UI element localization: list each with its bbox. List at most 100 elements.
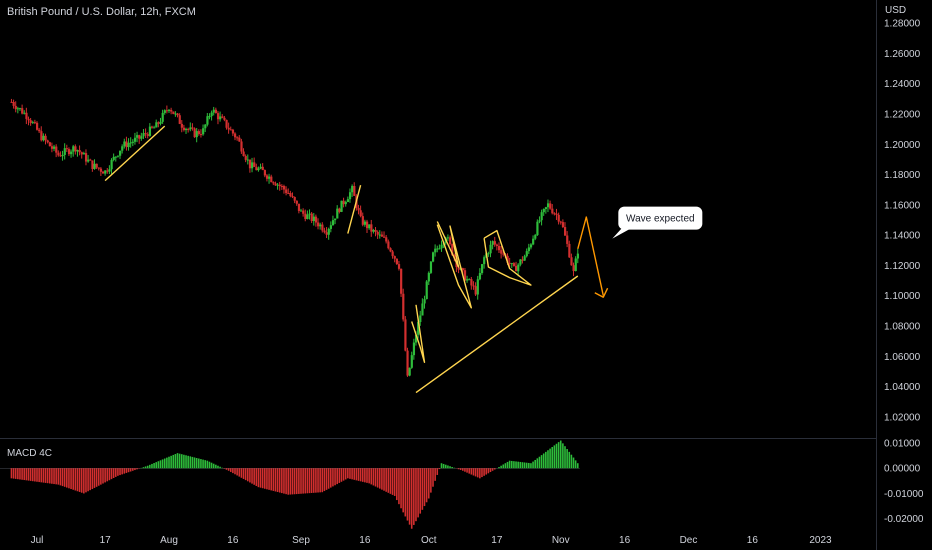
indicator-tick-label: -0.01000 — [884, 489, 924, 500]
candle-body — [472, 285, 475, 287]
candle-body — [483, 257, 486, 265]
candle-body — [493, 241, 496, 245]
candle-body — [310, 213, 313, 222]
candle-body — [114, 156, 117, 158]
callout-pointer — [612, 227, 633, 239]
candle-body — [238, 137, 241, 142]
candle-body — [302, 210, 305, 214]
indicator-title: MACD 4C — [7, 448, 52, 459]
candle-body — [470, 279, 473, 286]
candle-body — [148, 126, 152, 136]
price-tick-label: 1.24000 — [884, 79, 921, 90]
indicator-tick-label: 0.00000 — [884, 464, 921, 475]
candle-body — [144, 133, 147, 135]
chart-title: British Pound / U.S. Dollar, 12h, FXCM — [7, 6, 196, 18]
candle-body — [423, 299, 426, 304]
candle-body — [500, 250, 503, 254]
candle-body — [549, 203, 552, 209]
candle-body — [231, 129, 235, 134]
candle-body — [33, 122, 37, 124]
candle-body — [91, 160, 94, 169]
candle-body — [336, 208, 339, 219]
candle-body — [385, 237, 388, 242]
candle-body — [440, 244, 443, 249]
candle-body — [121, 146, 124, 151]
price-tick-label: 1.12000 — [884, 261, 921, 272]
candle-body — [223, 117, 226, 120]
candle-body — [84, 153, 88, 162]
candle-body — [289, 193, 292, 197]
candle-body — [125, 141, 128, 148]
time-tick-label: Aug — [160, 535, 178, 546]
candle-body — [414, 334, 418, 343]
time-tick-label: Dec — [680, 535, 698, 546]
candle-body — [525, 251, 528, 257]
candle-body — [304, 213, 307, 219]
candle-body — [412, 342, 416, 356]
pattern-line — [411, 304, 426, 363]
candle-body — [357, 207, 360, 211]
candle-body — [214, 109, 218, 114]
candle-body — [368, 224, 371, 229]
time-tick-label: Sep — [292, 535, 310, 546]
candle-body — [495, 244, 499, 246]
candle-body — [387, 241, 390, 249]
time-tick-label: 16 — [227, 535, 239, 546]
candle-body — [197, 131, 201, 135]
price-tick-label: 1.14000 — [884, 231, 921, 242]
candle-body — [468, 279, 471, 281]
candle-body — [274, 183, 277, 186]
candle-body — [557, 214, 560, 222]
candle-body — [404, 319, 407, 351]
candle-body — [446, 237, 450, 239]
candle-body — [331, 220, 335, 226]
price-tick-label: 1.20000 — [884, 140, 921, 151]
candle-body — [210, 112, 213, 117]
candle-body — [406, 350, 409, 376]
price-tick-label: 1.02000 — [884, 412, 921, 423]
candle-body — [489, 244, 492, 254]
candle-body — [498, 245, 501, 251]
candle-body — [361, 216, 364, 225]
candle-body — [329, 225, 333, 229]
time-tick-label: Jul — [31, 535, 44, 546]
candle-body — [363, 221, 367, 225]
candle-body — [78, 150, 81, 153]
candle-body — [432, 252, 435, 262]
candle-body — [551, 208, 554, 214]
candle-body — [506, 255, 509, 263]
candle-body — [449, 237, 452, 245]
candle-body — [374, 229, 377, 232]
candle-body — [421, 303, 424, 316]
candle-body — [25, 112, 28, 119]
candle-body — [540, 212, 543, 221]
candle-body — [480, 264, 484, 274]
candle-body — [287, 193, 290, 195]
candle-body — [44, 135, 47, 141]
candle-body — [257, 168, 260, 171]
candle-body — [380, 234, 384, 237]
candle-body — [140, 136, 143, 139]
candle-body — [476, 279, 479, 295]
candle-body — [278, 184, 281, 187]
candle-body — [153, 127, 156, 129]
candle-body — [76, 150, 79, 152]
candle-body — [376, 231, 379, 235]
candle-body — [225, 119, 228, 128]
candle-body — [293, 196, 296, 201]
candle-body — [53, 146, 56, 149]
candle-body — [436, 248, 439, 250]
price-tick-label: 1.06000 — [884, 352, 921, 363]
candle-body — [261, 166, 264, 171]
candle-body — [138, 135, 141, 139]
candle-body — [400, 268, 403, 294]
candle-body — [251, 162, 254, 169]
callout-layer: Wave expected — [612, 206, 703, 239]
candle-body — [534, 235, 537, 239]
candle-body — [263, 170, 267, 176]
time-tick-label: 16 — [359, 535, 371, 546]
candle-body — [574, 258, 577, 272]
price-tick-label: 1.08000 — [884, 322, 921, 333]
candle-body — [193, 128, 196, 138]
